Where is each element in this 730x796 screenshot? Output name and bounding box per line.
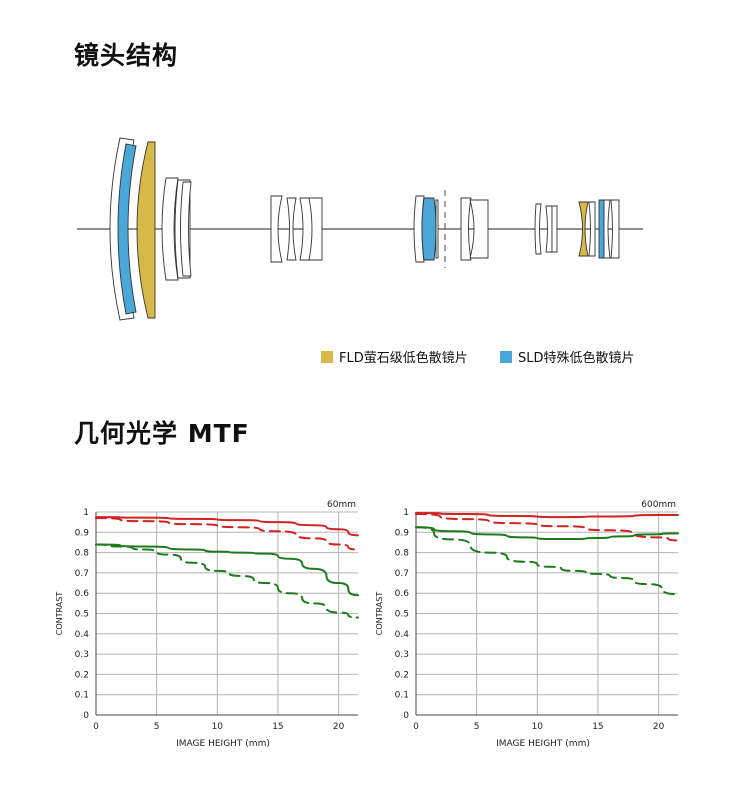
lens-element-17 [545, 205, 553, 253]
y-tick-label: 0 [83, 711, 89, 721]
series-red-solid [415, 512, 679, 519]
lens-element-13 [435, 199, 439, 259]
mtf-chart-600mm: 0 5 10 15 20 0 0.1 0.2 0.3 0.4 0.5 0.6 0.7 0.8 0.9 1 IMA… [375, 500, 679, 749]
x-tick-label: 5 [474, 722, 480, 732]
focal-length-annotation: 600mm [641, 500, 676, 510]
lens-structure-title: 镜头结构 [74, 41, 179, 70]
y-tick-label: 0.6 [395, 589, 410, 599]
y-tick-label: 0.1 [395, 691, 409, 701]
y-tick-label: 0 [403, 711, 409, 721]
lens-element-15 [469, 199, 489, 259]
y-tick-label: 0.4 [75, 630, 90, 640]
y-tick-label: 1 [83, 508, 89, 518]
x-tick-label: 10 [532, 722, 544, 732]
lens-element-6 [180, 181, 192, 277]
y-axis-label: CONTRAST [375, 592, 384, 636]
y-tick-label: 0.7 [395, 569, 409, 579]
lens-structure-diagram [77, 137, 643, 321]
mtf-chart-60mm: 0 5 10 15 20 0 0.1 0.2 0.3 0.4 0.5 0.6 0.7 0.8 0.9 1 IMA… [55, 500, 359, 749]
y-tick-label: 0.8 [75, 549, 90, 559]
x-tick-label: 10 [212, 722, 224, 732]
y-tick-label: 0.7 [75, 569, 89, 579]
lens-element-22 [603, 199, 611, 259]
series-green-solid [95, 543, 359, 597]
x-tick-label: 15 [272, 722, 283, 732]
series-green-dashed [415, 526, 679, 596]
lens-element-21-sld [598, 199, 605, 259]
y-tick-label: 0.3 [75, 650, 89, 660]
y-tick-label: 0.3 [395, 650, 409, 660]
y-tick-label: 0.2 [75, 670, 89, 680]
lens-element-23 [610, 199, 620, 259]
x-tick-label: 0 [93, 722, 99, 732]
x-axis-label: IMAGE HEIGHT (mm) [496, 739, 590, 749]
lens-element-2-sld [117, 143, 137, 315]
lens-element-10 [308, 197, 323, 261]
lens-element-14 [460, 197, 472, 261]
legend-sld: SLD特殊低色散镜片 [500, 347, 635, 366]
series-red-dashed [415, 513, 679, 542]
legend-sld-swatch [500, 350, 512, 363]
legend-fld: FLD萤石级低色散镜片 [321, 347, 468, 366]
y-tick-label: 1 [403, 508, 409, 518]
y-tick-label: 0.5 [395, 610, 409, 620]
x-tick-label: 15 [592, 722, 603, 732]
series-red-solid [95, 516, 359, 537]
y-tick-label: 0.1 [75, 691, 89, 701]
lens-element-18 [551, 205, 558, 253]
legend-sld-label: SLD特殊低色散镜片 [518, 351, 635, 366]
lens-element-8 [286, 197, 297, 261]
x-tick-label: 20 [333, 722, 345, 732]
mtf-title: 几何光学 MTF [74, 419, 250, 448]
focal-length-annotation: 60mm [327, 500, 356, 510]
x-tick-label: 20 [653, 722, 665, 732]
lens-element-20 [588, 201, 596, 257]
x-tick-label: 5 [154, 722, 160, 732]
y-tick-label: 0.5 [75, 610, 89, 620]
x-axis-label: IMAGE HEIGHT (mm) [176, 739, 270, 749]
series-red-dashed [95, 517, 359, 551]
y-tick-label: 0.9 [75, 528, 90, 538]
y-tick-label: 0.4 [395, 630, 410, 640]
lens-element-7 [270, 195, 283, 263]
legend-fld-swatch [321, 350, 333, 363]
y-tick-label: 0.9 [395, 528, 410, 538]
series-green-solid [415, 526, 679, 540]
y-axis-label: CONTRAST [55, 592, 64, 636]
y-tick-label: 0.6 [75, 589, 90, 599]
series-green-dashed [95, 543, 359, 619]
y-tick-label: 0.2 [395, 670, 409, 680]
lens-element-4 [161, 177, 179, 281]
x-tick-label: 0 [413, 722, 419, 732]
lens-element-19-fld [578, 201, 589, 257]
legend-fld-label: FLD萤石级低色散镜片 [339, 351, 468, 366]
lens-element-16 [534, 203, 542, 255]
y-tick-label: 0.8 [395, 549, 410, 559]
lens-element-3-fld [136, 141, 156, 319]
lens-element-12-sld [421, 197, 437, 261]
